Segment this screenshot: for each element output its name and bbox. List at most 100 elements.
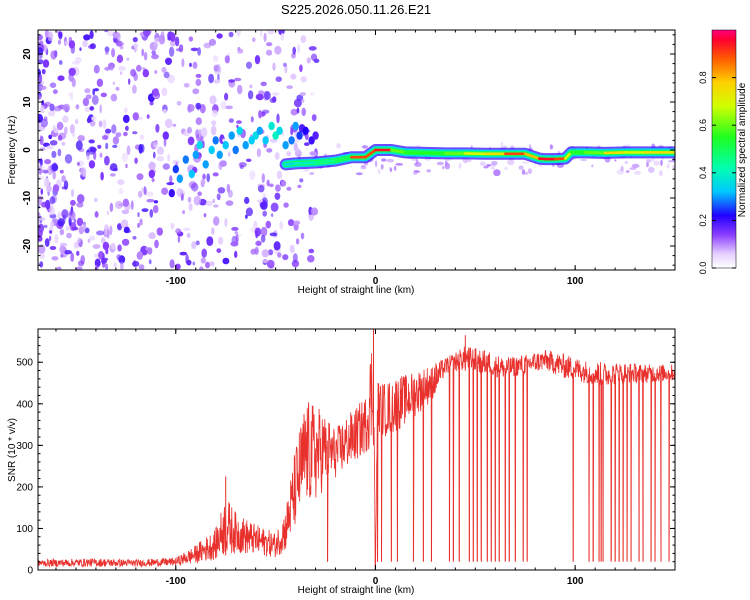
noise-speck <box>137 212 140 218</box>
noise-speck <box>153 40 159 48</box>
noise-speck <box>68 67 76 76</box>
noise-speck <box>136 64 142 72</box>
noise-speck <box>295 238 300 245</box>
spectral-blob <box>168 189 175 198</box>
noise-speck <box>148 259 152 265</box>
noise-speck <box>101 135 109 140</box>
noise-speck <box>174 263 181 270</box>
noise-speck <box>236 30 241 37</box>
noise-speck <box>119 71 123 75</box>
noise-speck <box>49 246 57 250</box>
noise-speck <box>212 172 219 177</box>
ridge-halo-speck <box>645 159 652 163</box>
noise-speck <box>97 144 102 149</box>
noise-speck <box>72 226 79 231</box>
noise-speck <box>52 124 56 133</box>
spectrogram-x-label: Height of straight line (km) <box>298 285 415 296</box>
noise-speck <box>136 173 144 181</box>
noise-speck <box>153 141 159 148</box>
noise-speck <box>206 236 214 247</box>
noise-speck <box>59 228 65 236</box>
noise-speck <box>92 244 101 249</box>
noise-speck <box>102 119 107 129</box>
ridge-halo-speck <box>660 159 663 166</box>
noise-speck <box>66 232 72 239</box>
noise-speck <box>245 158 252 162</box>
noise-speck <box>98 120 103 128</box>
noise-speck <box>78 226 85 235</box>
noise-speck <box>106 229 110 239</box>
noise-speck <box>274 152 280 160</box>
noise-speck <box>41 68 46 75</box>
ridge-halo-speck <box>491 161 498 166</box>
snr-frame <box>37 328 676 571</box>
ridge-halo-speck <box>529 144 532 150</box>
noise-speck <box>256 148 261 158</box>
noise-speck <box>93 64 100 74</box>
noise-speck <box>222 138 226 143</box>
spectral-blob <box>152 88 159 97</box>
noise-speck <box>208 73 215 84</box>
noise-speck <box>59 169 64 174</box>
noise-speck <box>44 238 50 247</box>
ridge-halo-speck <box>634 170 642 175</box>
ridge-halo-speck <box>646 162 649 168</box>
noise-speck <box>93 88 99 92</box>
noise-speck <box>282 254 289 261</box>
noise-speck <box>195 78 202 86</box>
ridge-halo-speck <box>500 141 504 149</box>
noise-speck <box>133 43 139 48</box>
noise-speck <box>225 200 234 206</box>
noise-speck <box>228 151 231 157</box>
noise-speck <box>186 259 192 266</box>
noise-speck <box>84 106 91 113</box>
noise-speck <box>213 204 219 208</box>
noise-speck <box>73 241 78 249</box>
noise-speck <box>157 146 164 155</box>
colorbar-ticks: 0.0 0.2 0.4 0.6 0.8 <box>698 71 736 274</box>
noise-speck <box>46 185 52 193</box>
colorbar: 0.0 0.2 0.4 0.6 0.8 Normalized spectral ampl… <box>698 29 748 274</box>
ridge-halo-speck <box>507 159 515 166</box>
snr-x-label: Height of straight line (km) <box>298 585 415 596</box>
noise-speck <box>64 126 68 136</box>
ridge-halo-speck <box>436 161 444 166</box>
spectral-blob <box>88 160 96 169</box>
noise-speck <box>156 155 165 162</box>
ridge-halo-speck <box>377 168 381 175</box>
ridge-halo-speck <box>395 163 404 166</box>
noise-speck <box>111 242 116 250</box>
noise-speck <box>300 76 307 83</box>
noise-speck <box>300 35 307 44</box>
ridge-halo-speck <box>624 161 629 164</box>
noise-speck <box>38 164 45 170</box>
spectral-blob <box>42 59 50 68</box>
noise-speck <box>260 226 268 237</box>
noise-speck <box>115 132 122 138</box>
ridge-core-segment <box>583 151 607 155</box>
noise-speck <box>210 125 217 136</box>
noise-speck <box>65 225 71 231</box>
x-tick-label: -100 <box>166 576 186 587</box>
noise-speck <box>151 178 155 182</box>
noise-speck <box>76 194 85 204</box>
y-tick-label: 500 <box>16 358 33 369</box>
ridge-halo-speck <box>480 161 486 166</box>
noise-speck <box>48 134 53 140</box>
noise-speck <box>172 123 177 127</box>
spectral-blob <box>182 155 189 164</box>
noise-speck <box>304 142 310 147</box>
noise-speck <box>116 42 123 47</box>
noise-speck <box>176 101 182 106</box>
ridge-core-segment <box>284 162 297 166</box>
noise-speck <box>56 266 62 270</box>
y-tick-label: 10 <box>22 96 33 108</box>
noise-speck <box>98 250 104 260</box>
noise-speck <box>123 226 130 233</box>
noise-speck <box>166 182 175 186</box>
spectral-blob <box>172 165 179 174</box>
noise-speck <box>154 239 159 249</box>
noise-speck <box>59 245 66 254</box>
noise-speck <box>112 81 116 85</box>
noise-speck <box>266 259 275 269</box>
